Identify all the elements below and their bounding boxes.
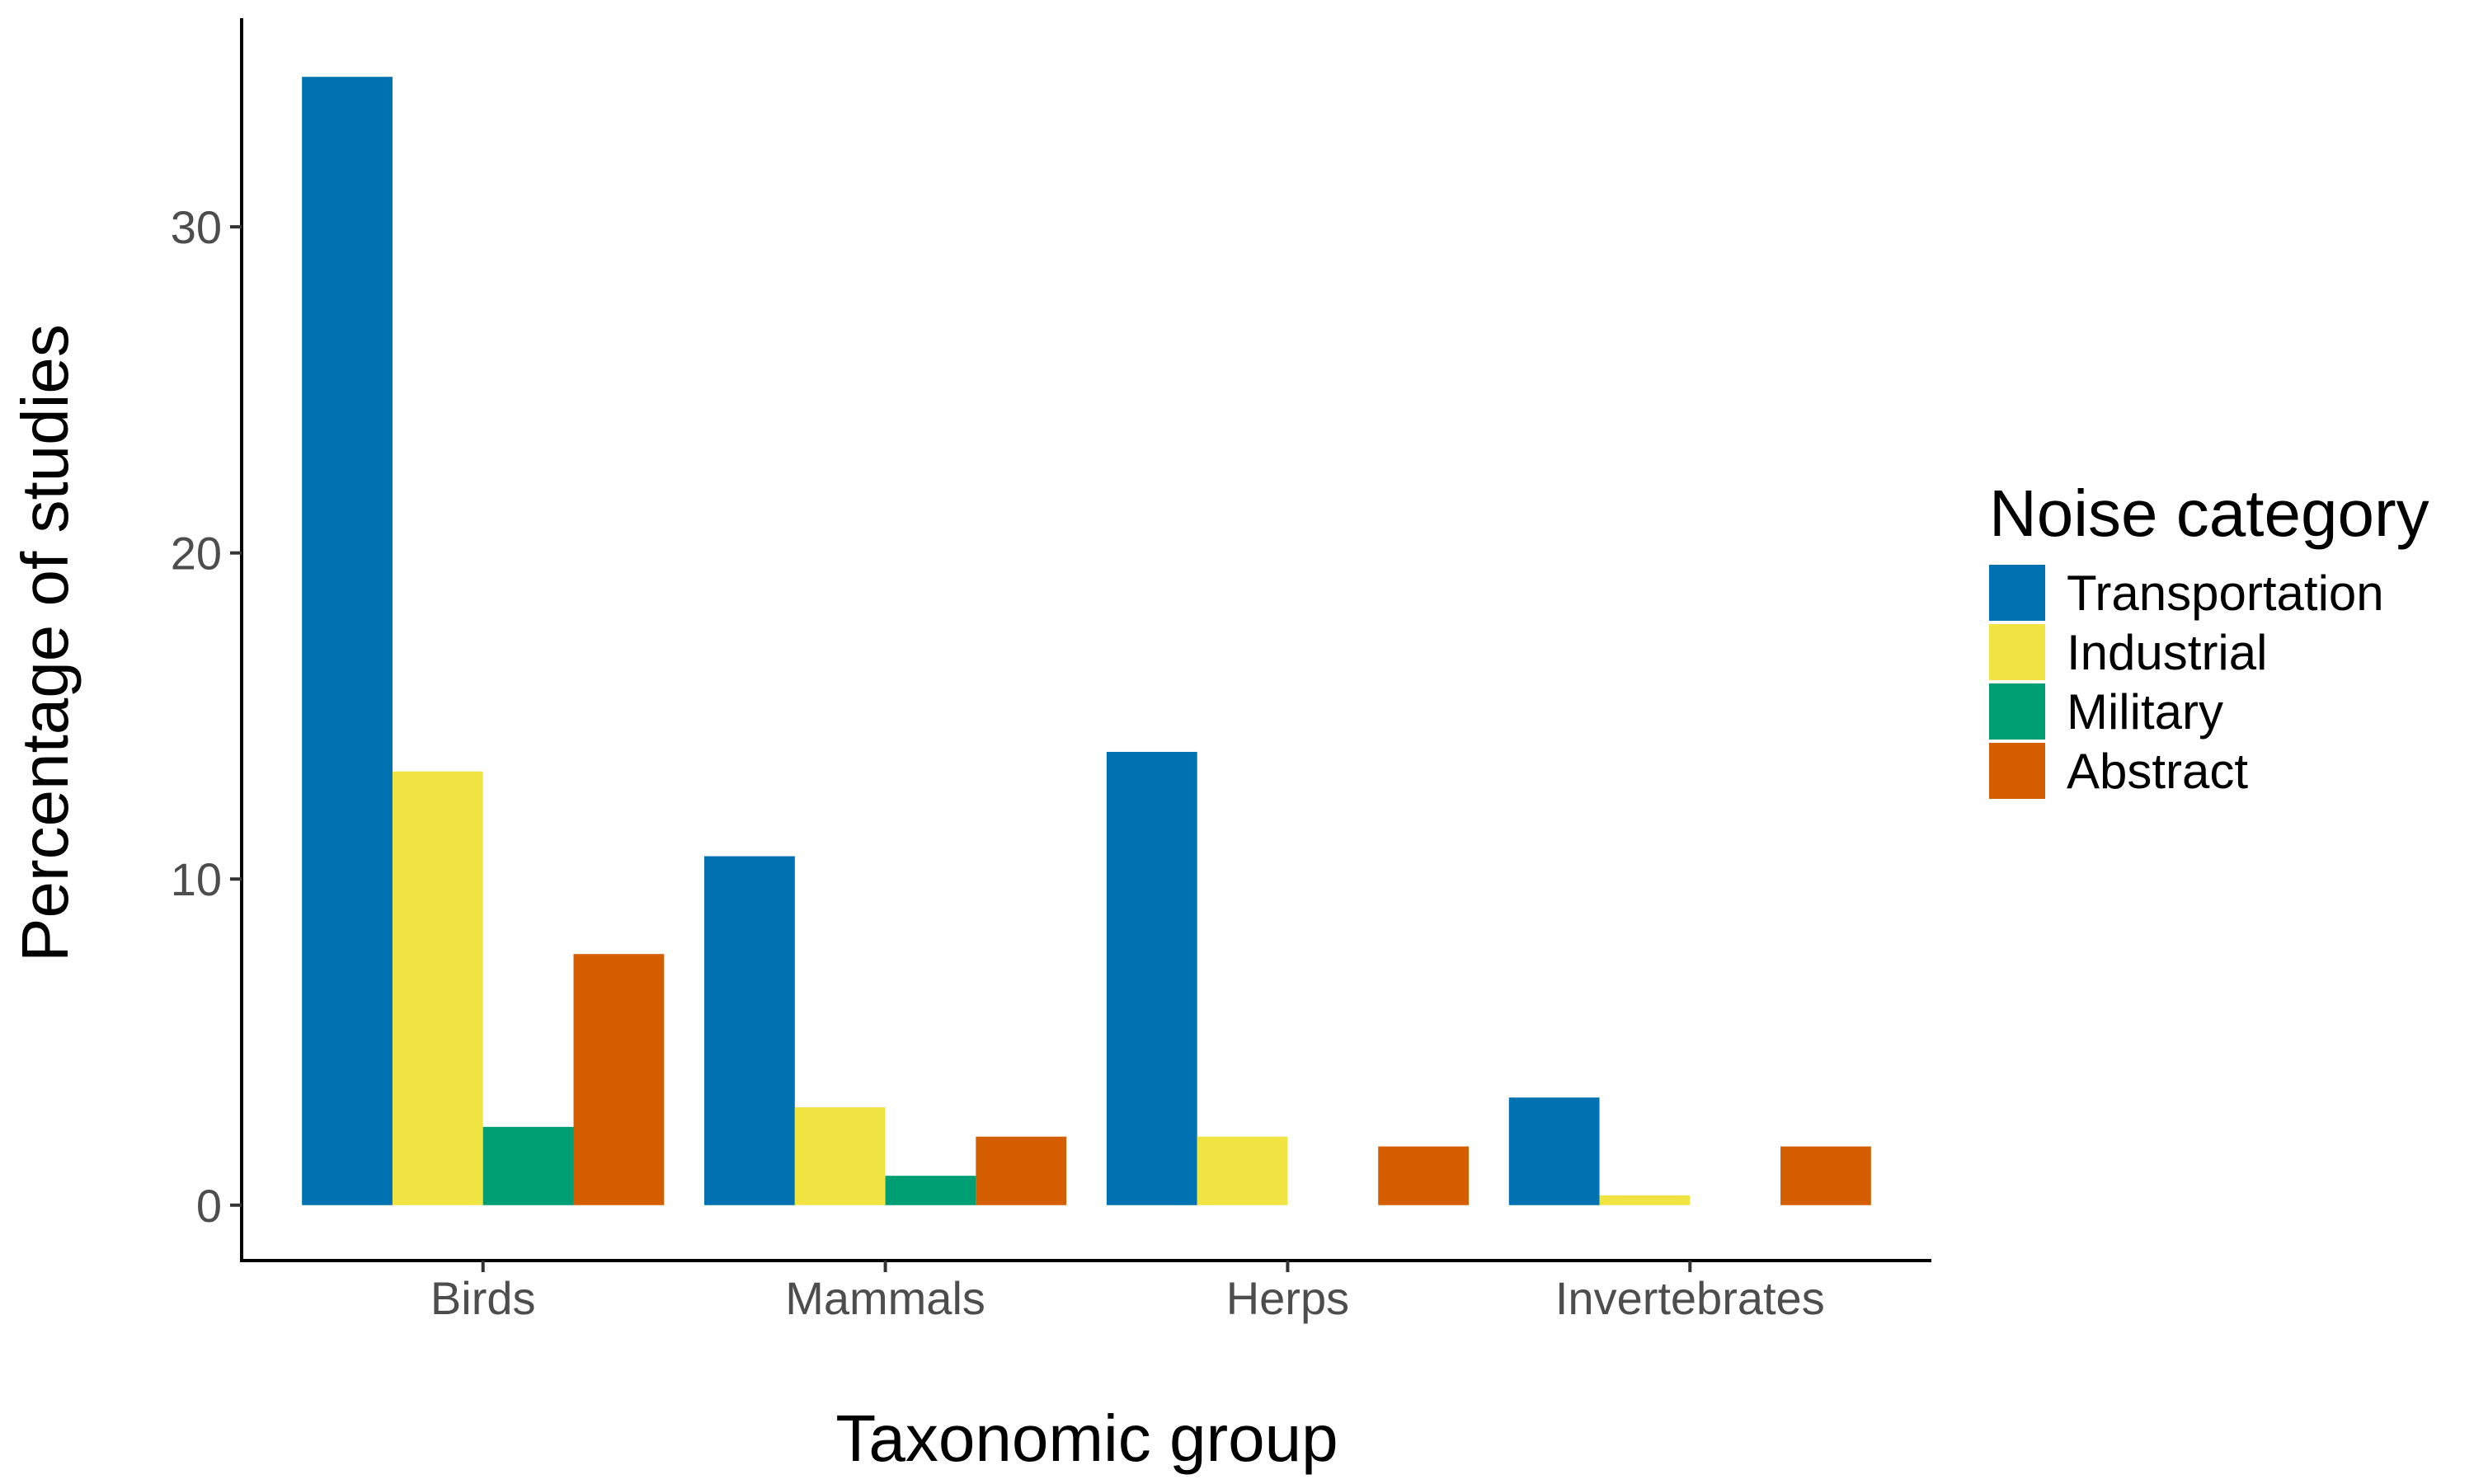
x-tick-label: Invertebrates <box>1555 1272 1825 1324</box>
bar-invertebrates-transportation <box>1508 1097 1600 1205</box>
legend: Noise category TransportationIndustrialM… <box>1989 477 2429 799</box>
y-tick-label: 0 <box>196 1180 222 1232</box>
legend-title: Noise category <box>1989 477 2429 550</box>
bar-mammals-military <box>885 1176 976 1205</box>
y-tick-label: 20 <box>171 528 222 580</box>
x-tick-label: Birds <box>430 1272 536 1324</box>
y-tick-label: 10 <box>171 853 222 905</box>
bar-mammals-abstract <box>976 1136 1067 1205</box>
bar-birds-transportation <box>302 77 393 1205</box>
x-tick-label: Mammals <box>785 1272 985 1324</box>
bar-mammals-transportation <box>704 856 795 1205</box>
bar-birds-military <box>482 1126 574 1205</box>
legend-label-industrial: Industrial <box>2067 625 2267 680</box>
legend-label-transportation: Transportation <box>2067 566 2384 621</box>
bars-layer <box>302 77 1871 1205</box>
y-tick-label: 30 <box>171 201 222 253</box>
legend-key-transportation <box>1989 565 2045 621</box>
bar-birds-industrial <box>392 771 483 1205</box>
legend-key-abstract <box>1989 743 2045 799</box>
bar-herps-abstract <box>1378 1146 1469 1205</box>
legend-key-military <box>1989 683 2045 740</box>
bar-birds-abstract <box>573 954 665 1205</box>
bar-invertebrates-abstract <box>1780 1146 1871 1205</box>
legend-label-abstract: Abstract <box>2067 744 2248 799</box>
y-axis-title: Percentage of studies <box>8 324 82 962</box>
x-tick-label: Herps <box>1226 1272 1349 1324</box>
legend-key-industrial <box>1989 624 2045 680</box>
x-axis-title: Taxonomic group <box>835 1402 1338 1475</box>
bar-invertebrates-industrial <box>1599 1195 1691 1205</box>
bar-herps-transportation <box>1106 751 1197 1205</box>
bar-herps-industrial <box>1197 1136 1288 1205</box>
bar-mammals-industrial <box>794 1107 886 1205</box>
x-axis-ticks: Birds Mammals Herps Invertebrates <box>430 1261 1825 1324</box>
legend-label-military: Military <box>2067 684 2223 740</box>
y-axis-ticks: 0 10 20 30 <box>171 201 242 1232</box>
